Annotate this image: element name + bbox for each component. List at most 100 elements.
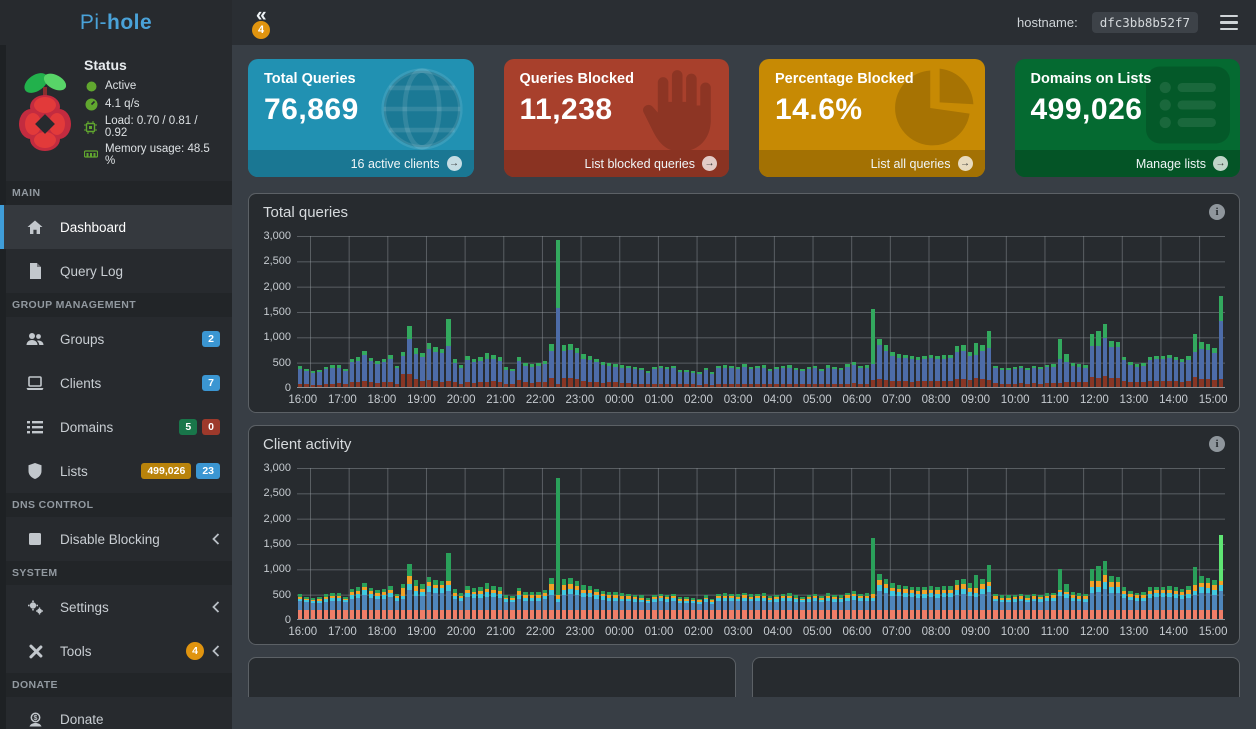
sidebar-item-lists[interactable]: Lists 499,026 23 [0,449,232,493]
menu-header-donate: DONATE [0,673,232,697]
menu-header-dns-control: DNS CONTROL [0,493,232,517]
sidebar-item-label: Donate [60,712,220,727]
domains-denied-badge: 0 [202,419,220,435]
sidebar-item-domains[interactable]: Domains 5 0 [0,405,232,449]
menu-header-main: MAIN [0,181,232,205]
active-clients-link[interactable]: 16 active clients → [248,150,474,177]
qps-label: 4.1 q/s [105,98,140,110]
chevron-left-icon [212,533,220,545]
domains-allowed-badge: 5 [179,419,197,435]
total-queries-card: Total Queries 76,869 16 active clients → [248,59,474,177]
all-queries-link[interactable]: List all queries → [759,150,985,177]
sidebar-item-donate[interactable]: $ Donate [0,697,232,729]
topbar: « 4 hostname: dfc3bb8b52f7 [232,0,1256,45]
sidebar: Pi-hole [0,0,232,729]
tools-updates-badge: 4 [186,642,204,660]
card-footer-label: List all queries [871,157,951,171]
sidebar-menu: MAIN Dashboard Query Log GROUP MANAGEMEN… [0,181,232,729]
list-icon [26,419,44,435]
x-axis: 16:0017:0018:0019:0020:0021:0022:0023:00… [289,622,1239,644]
gauge-icon [84,97,98,111]
pihole-dashboard: Pi-hole [0,0,1256,729]
card-title: Queries Blocked [520,71,714,87]
sidebar-item-label: Lists [60,464,136,479]
laptop-icon [26,375,44,391]
arrow-right-icon: → [447,156,462,171]
sidebar-item-label: Disable Blocking [60,532,204,547]
blocked-queries-link[interactable]: List blocked queries → [504,150,730,177]
dashboard-content: Total Queries 76,869 16 active clients →… [232,45,1256,729]
status-block: Status Active 4.1 q/s Load: 0.70 / 0.81 … [0,45,232,181]
status-title: Status [84,57,222,73]
sidebar-item-label: Tools [60,644,181,659]
sidebar-item-dashboard[interactable]: Dashboard [0,205,232,249]
menu-header-system: SYSTEM [0,561,232,585]
sidebar-item-disable-blocking[interactable]: Disable Blocking [0,517,232,561]
sidebar-item-label: Query Log [60,264,220,279]
status-active-label: Active [105,80,136,92]
memory-label: Memory usage: 48.5 % [105,143,222,167]
card-value: 76,869 [264,93,458,127]
info-icon[interactable]: i [1209,436,1225,452]
hamburger-menu-button[interactable] [1212,8,1246,38]
sidebar-item-tools[interactable]: Tools 4 [0,629,232,673]
clients-count-badge: 7 [202,375,220,391]
sidebar-item-label: Domains [60,420,174,435]
x-axis: 16:0017:0018:0019:0020:0021:0022:0023:00… [289,390,1239,412]
sidebar-item-label: Clients [60,376,197,391]
sidebar-item-settings[interactable]: Settings [0,585,232,629]
card-value: 14.6% [775,93,969,127]
bottom-panels-row [248,657,1240,697]
percentage-blocked-card: Percentage Blocked 14.6% List all querie… [759,59,985,177]
sidebar-item-groups[interactable]: Groups 2 [0,317,232,361]
info-icon[interactable]: i [1209,204,1225,220]
arrow-right-icon: → [1213,156,1228,171]
pihole-raspberry-logo [6,53,84,171]
file-icon [26,263,44,279]
card-footer-label: 16 active clients [351,157,440,171]
sidebar-item-query-log[interactable]: Query Log [0,249,232,293]
cpu-icon [84,120,98,134]
panel-title: Total queries [263,204,348,221]
home-icon [26,219,44,235]
card-title: Total Queries [264,71,458,87]
memory-icon [84,148,98,162]
sidebar-item-label: Dashboard [60,220,220,235]
arrow-right-icon: → [702,156,717,171]
queries-blocked-card: Queries Blocked 11,238 List blocked quer… [504,59,730,177]
groups-count-badge: 2 [202,331,220,347]
users-icon [26,331,44,347]
shield-icon [26,463,44,479]
donate-icon: $ [26,711,44,727]
bottom-panel-stub [248,657,736,697]
arrow-right-icon: → [958,156,973,171]
card-value: 499,026 [1031,93,1225,127]
sidebar-item-label: Groups [60,332,197,347]
logo-text: Pi-hole [80,11,152,35]
client-activity-panel: Client activity i 05001,0001,5002,0002,5… [248,425,1240,645]
logo[interactable]: Pi-hole [0,0,232,45]
load-label: Load: 0.70 / 0.81 / 0.92 [105,115,222,139]
y-axis: 05001,0001,5002,0002,5003,000 [257,236,297,388]
bottom-panel-stub [752,657,1240,697]
card-title: Domains on Lists [1031,71,1225,87]
sidebar-item-label: Settings [60,600,204,615]
y-axis: 05001,0001,5002,0002,5003,000 [257,468,297,620]
stop-icon [26,531,44,547]
lists-count-badge: 23 [196,463,220,479]
total-queries-chart [297,236,1225,388]
status-active-icon [84,79,98,93]
manage-lists-link[interactable]: Manage lists → [1015,150,1241,177]
hostname-label: hostname: [1017,15,1078,30]
total-queries-panel: Total queries i 05001,0001,5002,0002,500… [248,193,1240,413]
card-value: 11,238 [520,93,714,127]
sidebar-item-clients[interactable]: Clients 7 [0,361,232,405]
card-footer-label: Manage lists [1136,157,1206,171]
card-footer-label: List blocked queries [585,157,695,171]
update-count-badge: 4 [252,21,270,39]
sidebar-collapse-button[interactable]: « 4 [250,6,284,40]
hostname-value: dfc3bb8b52f7 [1092,12,1198,33]
client-activity-chart [297,468,1225,620]
chevron-left-icon [212,645,220,657]
card-title: Percentage Blocked [775,71,969,87]
